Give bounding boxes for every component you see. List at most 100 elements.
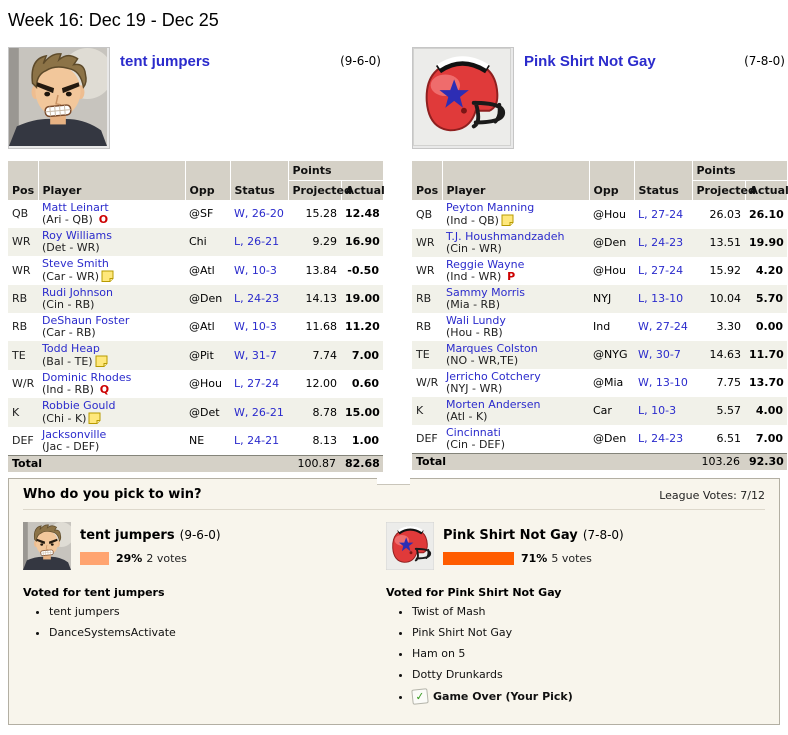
col-header-opp: Opp [589,161,635,200]
vote-count: 5 votes [551,552,592,565]
game-status-link[interactable]: W, 10-3 [234,320,277,333]
player-link[interactable]: Morten Andersen [446,398,541,411]
projected-points: 8.13 [312,434,338,447]
player-link[interactable]: Robbie Gould [42,399,116,412]
player-link[interactable]: Matt Leinart [42,201,109,214]
note-icon[interactable] [88,412,101,424]
roster-row: W/R Jerricho Cotchery (NYJ - WR) @Mia W,… [412,369,787,397]
player-team-detail: (Atl - K) [446,410,488,423]
player-link[interactable]: Marques Colston [446,342,538,355]
note-icon[interactable] [101,270,114,282]
game-status-link[interactable]: W, 10-3 [234,263,277,277]
opponent: NE [189,434,205,447]
game-status-link[interactable]: L, 13-10 [638,292,684,305]
player-team-detail: (Det - WR) [42,241,100,254]
game-status-link[interactable]: L, 24-21 [234,434,280,447]
vote-header: Who do you pick to win? League Votes: 7/… [23,487,765,510]
game-status-link[interactable]: W, 26-21 [234,405,284,419]
player-link[interactable]: Roy Williams [42,229,112,242]
game-status-link[interactable]: L, 27-24 [638,264,684,277]
note-icon[interactable] [501,214,514,226]
player-link[interactable]: Cincinnati [446,426,501,439]
player-cell: Todd Heap (Bal - TE) [38,341,185,370]
player-team-detail: (Cin - DEF) [446,438,506,451]
game-status-link[interactable]: W, 30-7 [638,348,681,361]
col-header-player: Player [442,161,590,200]
player-cell: Dominic Rhodes (Ind - RB) Q [38,370,185,398]
player-team-detail: (Car - WR) [42,270,100,283]
player-link[interactable]: Rudi Johnson [42,286,114,299]
actual-points: 13.70 [749,376,784,389]
col-header-opp: Opp [185,161,231,200]
player-team-detail: (Ari - QB) [42,213,93,226]
player-position: RB [8,285,38,313]
team-avatar-right[interactable] [412,47,514,149]
game-status-link[interactable]: W, 31-7 [234,348,277,362]
player-cell: Marques Colston (NO - WR,TE) [442,341,589,369]
game-status-link[interactable]: L, 24-23 [234,292,280,305]
voter-name: tent jumpers [49,605,120,618]
player-link[interactable]: Peyton Manning [446,201,535,214]
player-link[interactable]: Reggie Wayne [446,258,525,271]
player-link[interactable]: DeShaun Foster [42,314,130,327]
voter-name: Pink Shirt Not Gay [412,626,513,639]
roster-row: DEF Cincinnati (Cin - DEF) @Den L, 24-23… [412,425,787,454]
injury-flag: O [94,213,109,226]
vote-panel: Who do you pick to win? League Votes: 7/… [8,478,780,725]
col-header-status: Status [634,161,693,200]
roster-row: QB Peyton Manning (Ind - QB) @Hou L, 27-… [412,200,787,229]
player-link[interactable]: Dominic Rhodes [42,371,132,384]
roster-table-right: Pos Player Opp Status Points Projected A… [412,161,788,470]
actual-points: 4.00 [745,397,787,425]
opponent: @Hou [593,264,626,277]
team-name-link-left[interactable]: tent jumpers [120,53,211,70]
player-cell: Matt Leinart (Ari - QB) O [38,200,185,228]
player-link[interactable]: Jerricho Cotchery [446,370,541,383]
team-avatar-left[interactable] [8,47,110,149]
projected-points: 15.92 [709,264,742,277]
game-status-link[interactable]: L, 27-24 [234,377,280,390]
total-row: Total 103.26 92.30 [412,453,787,470]
game-status-link[interactable]: L, 24-23 [638,236,684,249]
roster-row: QB Matt Leinart (Ari - QB) O @SF W, 26-2… [8,200,383,228]
player-link[interactable]: Todd Heap [42,342,100,355]
team-record-right: (7-8-0) [744,54,785,68]
player-link[interactable]: T.J. Houshmandzadeh [446,230,565,243]
opponent: @SF [189,207,214,220]
game-status-link[interactable]: W, 13-10 [638,376,688,389]
player-team-detail: (Ind - RB) [42,383,94,396]
game-status-link[interactable]: L, 26-21 [234,235,280,248]
team-name-link-right[interactable]: Pink Shirt Not Gay [524,53,656,70]
player-cell: Robbie Gould (Chi - K) [38,398,185,427]
player-link[interactable]: Steve Smith [42,257,109,270]
player-cell: Steve Smith (Car - WR) [38,256,185,285]
player-link[interactable]: Wali Lundy [446,314,506,327]
player-position: RB [12,320,28,333]
player-link[interactable]: Sammy Morris [446,286,526,299]
opponent: NYJ [589,285,634,313]
game-status-link[interactable]: W, 27-24 [638,320,688,333]
panel-notch [377,478,410,485]
projected-points: 11.68 [305,320,338,333]
col-header-projected: Projected [288,180,352,200]
note-icon[interactable] [95,355,108,367]
player-cell: Peyton Manning (Ind - QB) [442,200,589,229]
game-status-link[interactable]: L, 10-3 [638,404,677,417]
team-column-left: tent jumpers (9-6-0) Pos Player Opp Stat… [8,47,385,472]
player-team-detail: (Hou - RB) [446,326,503,339]
game-status-link[interactable]: W, 26-20 [234,207,284,220]
roster-table-left: Pos Player Opp Status Points Projected A… [8,161,385,472]
actual-points: 16.90 [341,228,383,256]
check-icon: ✓ [411,688,429,705]
player-team-detail: (Bal - TE) [42,355,93,368]
col-header-status: Status [230,161,289,200]
player-link[interactable]: Jacksonville [42,428,107,441]
projected-points: 12.00 [305,377,338,390]
voter-list-item: Twist of Mash [412,605,765,618]
team-column-right: Pink Shirt Not Gay (7-8-0) Pos Player Op… [412,47,788,472]
vote-bar-row: 71% 5 votes [443,552,624,565]
game-status-link[interactable]: L, 27-24 [638,207,684,221]
game-status-link[interactable]: L, 24-23 [638,432,684,445]
vote-teams: tent jumpers (9-6-0) 29% 2 votes Pink Sh… [23,522,765,570]
